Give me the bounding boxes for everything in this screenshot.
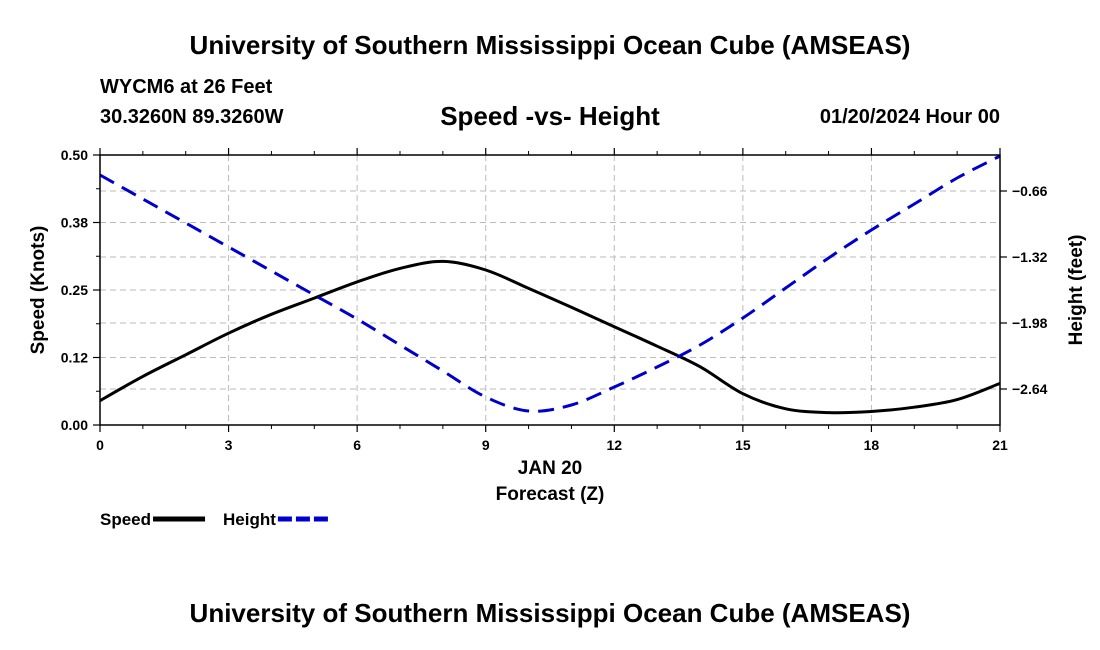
y2-axis-label: Height (feet): [1066, 235, 1087, 346]
y2-tick-label: −2.64: [1012, 381, 1048, 397]
x-tick-label: 0: [96, 437, 104, 453]
legend: Speed Height: [100, 510, 330, 529]
chart-title: University of Southern Mississippi Ocean…: [189, 30, 911, 60]
y-tick-label: 0.38: [61, 215, 88, 231]
x-axis-label: Forecast (Z): [496, 484, 605, 505]
y-tick-label: 0.25: [61, 282, 88, 298]
y-axis-label: Speed (Knots): [28, 226, 49, 355]
x-tick-label: 6: [353, 437, 361, 453]
grid-layer: [99, 154, 1001, 426]
chart-subtitle: Speed -vs- Height: [440, 101, 660, 131]
speed-series-line: [99, 259, 1001, 415]
x-tick-label: 21: [992, 437, 1008, 453]
x-tick-label: 12: [606, 437, 622, 453]
x-axis-sublabel: JAN 20: [518, 458, 582, 479]
coordinates-label: 30.3260N 89.3260W: [100, 106, 284, 128]
legend-label-speed: Speed: [100, 510, 151, 529]
y2-tick-label: −1.98: [1012, 315, 1048, 331]
x-tick-label: 3: [225, 437, 233, 453]
forecast-datetime: 01/20/2024 Hour 00: [819, 106, 1000, 128]
x-tick-label: 18: [864, 437, 880, 453]
y-tick-label: 0.00: [61, 417, 88, 433]
x-tick-label: 15: [735, 437, 751, 453]
station-label: WYCM6 at 26 Feet: [100, 76, 273, 98]
y-tick-label: 0.12: [61, 350, 88, 366]
x-tick-label: 9: [482, 437, 490, 453]
y-tick-label: 0.50: [61, 147, 88, 163]
legend-label-height: Height: [223, 510, 276, 529]
height-series-line: [99, 154, 1001, 413]
footer-title: University of Southern Mississippi Ocean…: [189, 598, 911, 628]
series-layer: [99, 154, 1001, 415]
y2-tick-label: −1.32: [1012, 249, 1048, 265]
axis-layer: 0 3 6 9 12 15 18 21 0.00 0.12 0.25 0.38 0.50 −2.64 −1.…: [61, 147, 1048, 453]
y2-tick-label: −0.66: [1012, 183, 1048, 199]
